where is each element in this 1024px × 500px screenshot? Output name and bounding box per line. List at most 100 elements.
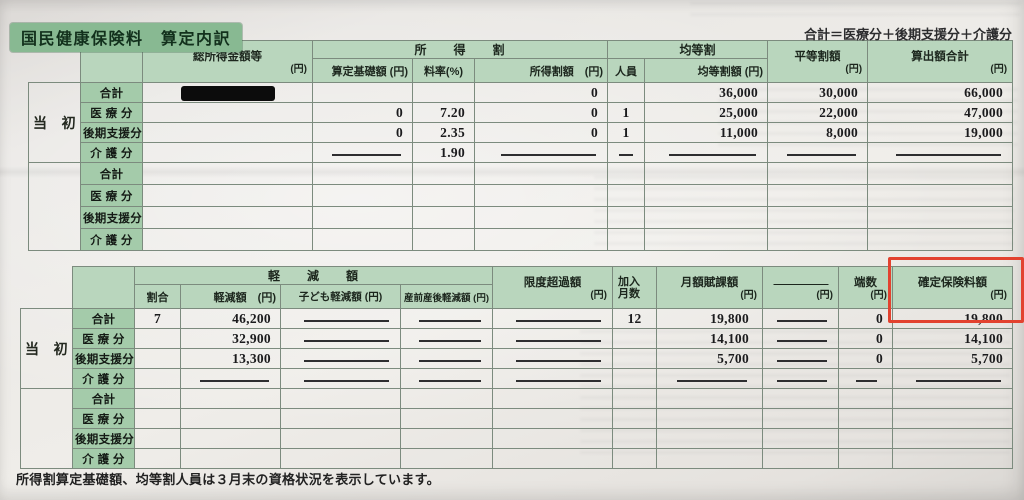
table-row: 医 療 分 32,900 14,100 0 14,100 [21,328,1014,349]
cell-members [607,184,646,207]
cell-months-joined [612,448,658,469]
unit-yen: (円) [845,64,863,75]
cell-calculated-total [867,184,1014,207]
cell-calc-base [312,142,413,163]
cell-per-household-amount: 30,000 [767,82,869,103]
cell-monthly-levy [656,388,764,409]
row-label: 介 護 分 [72,448,135,469]
cell-months-joined [612,328,658,349]
col-header-income-levy-amount: 所得割額 (円) [473,58,609,83]
document-title-text: 国民健康保険料 算定内訳 [21,31,232,48]
cell-blank [762,448,840,469]
cell-limit-excess [492,328,614,349]
table2-body: 当 初合計 7 46,200 12 19,800 0 19,800 医 療 分 32,900 14… [20,308,1014,469]
cell-monthly-levy [656,368,764,389]
cell-fraction: 0 [838,328,894,349]
cell-members [607,142,646,163]
cell-monthly-levy: 19,800 [656,308,764,329]
cell-child-reduction [280,428,401,449]
row-label: 後期支援分 [80,206,143,229]
row-label: 介 護 分 [80,142,143,163]
cell-total-income [142,228,313,251]
cell-fraction [838,448,894,469]
table-row: 後期支援分 0 2.35 0 1 11,000 8,000 19,000 [29,122,1014,143]
cell-reduction-amount [180,448,281,469]
row-label: 医 療 分 [72,408,135,429]
cell-child-reduction [280,368,401,389]
cell-months-joined [612,408,658,429]
col-header-fraction: 端数 (円) [838,266,894,309]
blank-dash [304,319,389,322]
cell-blank [762,348,840,369]
cell-rate: 2.35 [412,122,475,143]
cell-reduction-amount [180,388,281,409]
table-row: 介 護 分 [21,368,1014,389]
table-row: 介 護 分 [21,448,1014,469]
cell-fraction: 0 [838,308,894,329]
blank-dash [516,379,602,382]
blank-dash [516,339,602,342]
period-cell [28,162,81,251]
cell-calc-base [312,184,413,207]
col-group-per-capita: 均等割 [607,40,769,59]
cell-reduction-amount [180,408,281,429]
col-header-months-joined: 加入 月数 [612,266,658,309]
cell-per-household-amount [767,162,869,185]
blank-dash-label: ―――――― [773,280,829,290]
cell-reduction-amount: 32,900 [180,328,281,349]
cell-prenatal-reduction [399,328,494,349]
cell-calc-base [312,228,413,251]
cell-prenatal-reduction [399,348,494,369]
row-label: 医 療 分 [80,184,143,207]
cell-calculated-total [867,206,1014,229]
col-header-per-capita-amount: 均等割額 (円) [644,58,769,83]
blank-dash [777,319,828,322]
col-group-income-levy: 所 得 割 [311,40,609,59]
cell-calculated-total: 66,000 [867,82,1014,103]
cell-monthly-levy: 14,100 [656,328,764,349]
cell-per-capita-amount [644,184,769,207]
blank-dash [856,379,878,382]
cell-calc-base: 0 [312,122,413,143]
cell-child-reduction [280,408,401,429]
cell-rate [412,184,475,207]
highlight-box-confirmed-premium [888,257,1024,323]
blank-dash [304,379,389,382]
cell-per-household-amount [767,228,869,251]
table-row: 医 療 分 [29,184,1014,207]
cell-months-joined [612,348,658,369]
cell-ratio: 7 [134,308,181,329]
col-header-monthly-levy: 月額賦課額 (円) [656,266,764,309]
unit-yen: (円) [990,290,1008,301]
cell-confirmed-premium [892,388,1014,409]
unit-yen: (円) [590,290,608,301]
row-label: 後期支援分 [72,348,135,369]
cell-total-income [142,184,313,207]
cell-calc-base: 0 [312,102,413,123]
cell-blank [762,428,840,449]
cell-income-levy-amount: 0 [473,102,609,123]
cell-fraction [838,408,894,429]
cell-fraction [838,388,894,409]
cell-child-reduction [280,388,401,409]
cell-total-income [142,162,313,185]
cell-limit-excess [492,388,614,409]
period-cell: 当 初 [28,82,81,163]
table1-header: 総所得金額等 (円) 所 得 割 均等割 平等割額 (円) 算出額合計 (円) … [29,40,1014,83]
table-row: 合計 [28,162,1014,251]
blank-dash [618,153,634,156]
col-group-reduction: 軽 減 額 [133,266,494,285]
bleedthrough-artifact [690,2,1020,16]
col-header-ratio: 割合 [134,284,181,309]
per-household-label: 平等割額 [794,51,841,63]
unit-yen: (円) [740,290,758,301]
table-row: 介 護 分 [29,228,1014,251]
col-header-limit-excess: 限度超過額 (円) [492,266,614,309]
blank-dash [304,339,389,342]
cell-confirmed-premium: 5,700 [892,348,1014,369]
cell-months-joined [612,388,658,409]
cell-reduction-amount [180,428,281,449]
cell-blank [762,308,840,329]
cell-members [607,228,646,251]
